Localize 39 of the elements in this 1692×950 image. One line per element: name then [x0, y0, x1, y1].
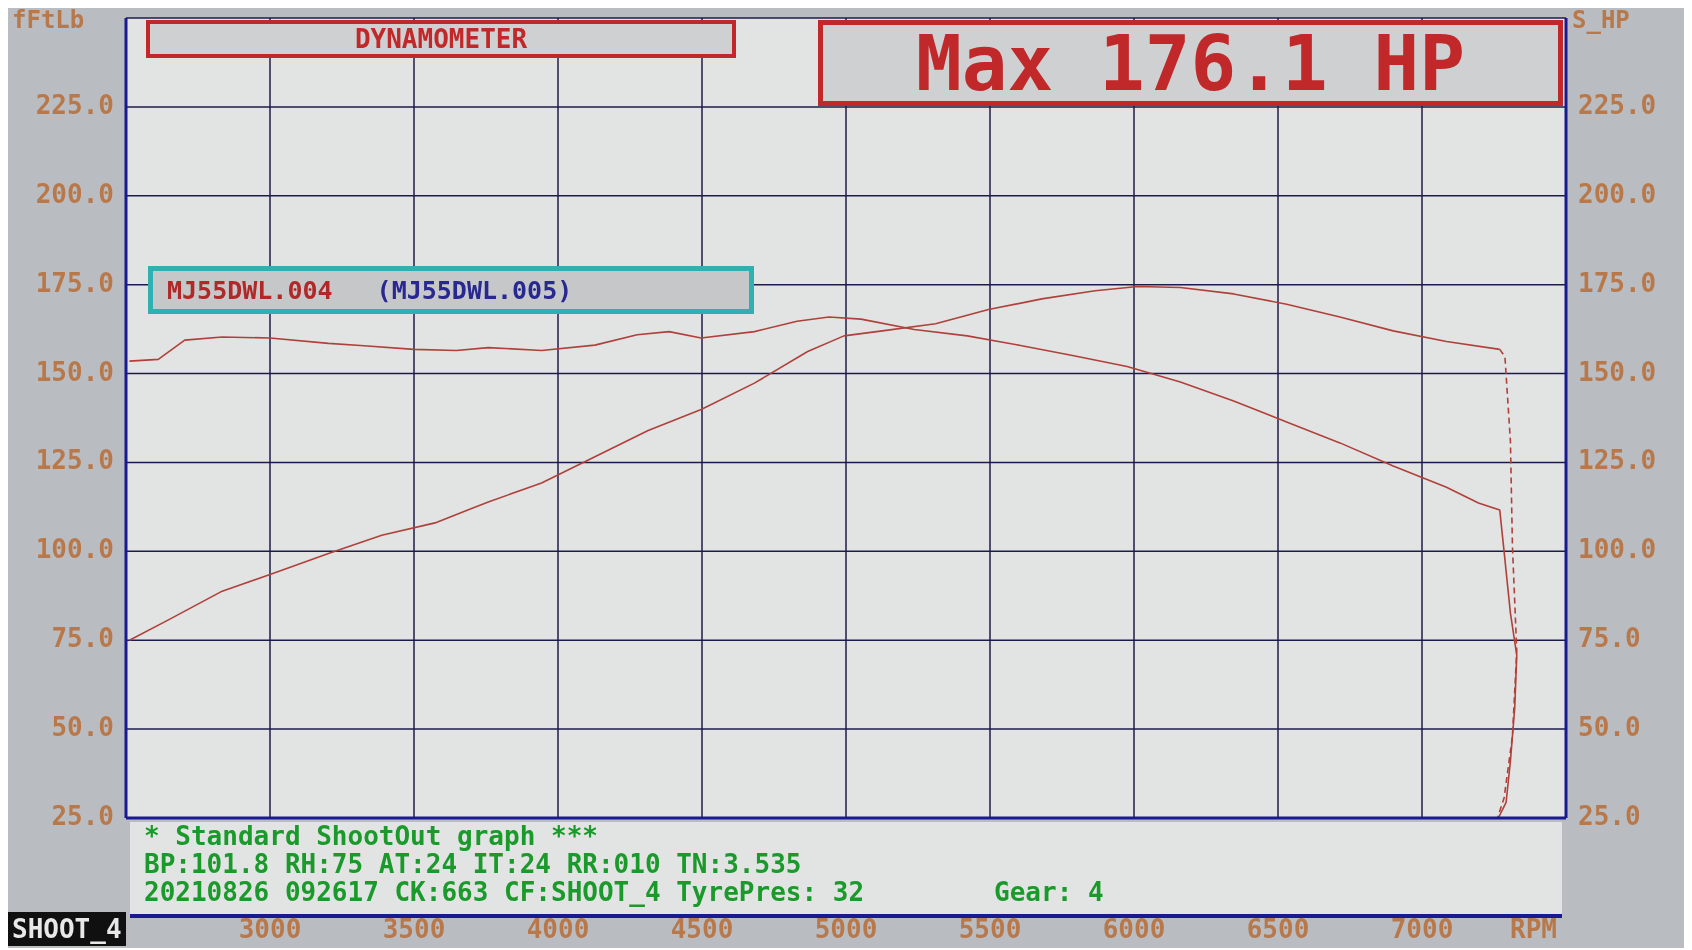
- text: * Standard ShootOut graph ***: [144, 821, 599, 851]
- x-tick-label: 5000: [814, 914, 878, 944]
- y-tick-label: 25.0: [51, 801, 114, 831]
- y-tick-label: 150.0: [35, 356, 114, 387]
- text: SHOOT_4: [8, 912, 126, 946]
- y2-tick-label: 25.0: [1578, 801, 1641, 831]
- y2-tick-label: 75.0: [1578, 623, 1641, 654]
- x-tick-label: 3000: [238, 914, 302, 944]
- y-tick-label: 50.0: [51, 712, 114, 743]
- x-tick-label: 5500: [958, 914, 1022, 944]
- max-power-frame: Max 176.1 HP: [818, 20, 1563, 106]
- y-axis-title: fFtLb: [12, 6, 85, 34]
- y-tick-label: 225.0: [35, 89, 114, 120]
- y2-tick-label: 50.0: [1578, 712, 1641, 743]
- y-tick-label: 175.0: [35, 267, 114, 298]
- annotation: (MJ55DWL.005): [376, 275, 573, 305]
- x-tick-label: 4000: [526, 914, 590, 944]
- y-tick-label: 200.0: [35, 178, 114, 209]
- file-name-frame: MJ55DWL.004 (MJ55DWL.005): [148, 266, 754, 314]
- x-tick-label: 6500: [1246, 914, 1310, 944]
- title-frame: DYNAMOMETER: [146, 20, 736, 58]
- x-tick-label: 6000: [1102, 914, 1166, 944]
- y2-tick-label: 225.0: [1578, 89, 1657, 120]
- y2-tick-label: 100.0: [1578, 534, 1657, 565]
- x-axis-title: RPM: [1510, 914, 1557, 944]
- y2-tick-label: 150.0: [1578, 356, 1657, 387]
- y2-tick-label: 125.0: [1578, 445, 1657, 476]
- x-tick-label: 7000: [1390, 914, 1454, 944]
- y2-tick-label: 200.0: [1578, 178, 1657, 209]
- text: Gear: 4: [994, 877, 1104, 907]
- annotation: MJ55DWL.004: [167, 275, 333, 305]
- y-tick-label: 75.0: [51, 623, 114, 654]
- x-tick-label: 4500: [670, 914, 734, 944]
- y-tick-label: 125.0: [35, 445, 114, 476]
- y-tick-label: 100.0: [35, 534, 114, 565]
- y2-axis-title: S_HP: [1572, 6, 1630, 34]
- x-tick-label: 3500: [382, 914, 446, 944]
- text: 20210826 092617 CK:663 CF:SHOOT_4 TyrePres: 32: [144, 877, 865, 907]
- y2-tick-label: 175.0: [1578, 267, 1657, 298]
